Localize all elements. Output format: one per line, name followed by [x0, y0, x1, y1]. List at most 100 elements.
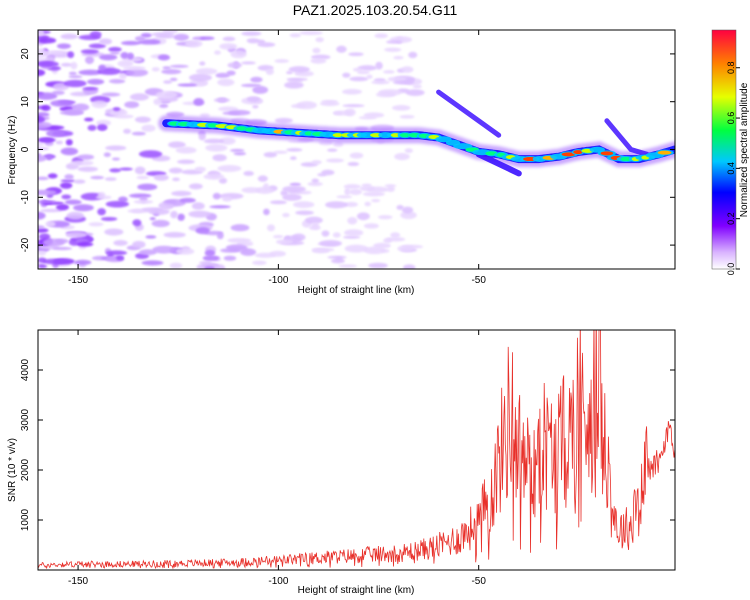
heatmap-noise-blob [55, 140, 63, 145]
heatmap-noise-blob [396, 204, 404, 210]
heatmap-noise-blob [73, 103, 90, 111]
heatmap-noise-blob [332, 232, 341, 238]
heatmap-noise-blob [60, 62, 73, 67]
heatmap-noise-blob [84, 117, 94, 122]
heatmap-noise-blob [38, 228, 49, 233]
heatmap-noise-blob [80, 49, 99, 54]
heatmap-noise-blob [76, 241, 94, 247]
heatmap-noise-blob [363, 223, 379, 229]
heatmap-noise-blob [233, 151, 247, 156]
heatmap-noise-blob [70, 160, 94, 166]
colorbar-tick-label: 0.2 [726, 212, 736, 225]
colorbar-label: Normalized spectral amplitude [739, 82, 750, 217]
heatmap-noise-blob [116, 255, 125, 261]
heatmap-noise-blob [378, 89, 402, 96]
heatmap-noise-blob [133, 199, 154, 204]
heatmap-noise-blob [342, 72, 351, 78]
heatmap-noise-blob [67, 51, 75, 59]
heatmap-noise-blob [241, 187, 261, 194]
heatmap-noise-blob [386, 185, 395, 192]
heatmap-noise-blob [266, 224, 275, 232]
heatmap-noise-blob [138, 150, 163, 158]
heatmap-noise-blob [202, 255, 220, 262]
heatmap-noise-blob [63, 79, 87, 88]
heatmap-noise-blob [312, 47, 321, 54]
heatmap-noise-blob [289, 156, 297, 161]
heatmap-noise-blob [269, 250, 286, 257]
heatmap-noise-blob [212, 154, 227, 162]
heatmap-noise-blob [250, 76, 263, 83]
heatmap-noise-blob [199, 61, 206, 66]
heatmap-x-axis-label: Height of straight line (km) [298, 285, 415, 296]
heatmap-y-tick-label: -20 [20, 237, 31, 252]
heatmap-noise-blob [129, 93, 149, 101]
snr-x-tick-label: -100 [268, 576, 288, 587]
heatmap-noise-blob [263, 183, 270, 191]
snr-panel: -150 -100 -50 1000 2000 3000 4000 Height of s… [7, 329, 676, 596]
heatmap-noise-blob [230, 50, 247, 59]
heatmap-ridge-branch [475, 151, 522, 177]
heatmap-noise-blob [198, 132, 206, 141]
colorbar-tick-label: 0.6 [726, 112, 736, 125]
heatmap-noise-blob [104, 228, 124, 236]
heatmap-noise-blob [152, 245, 176, 254]
heatmap-noise-blob [168, 167, 183, 174]
heatmap-noise-blob [349, 188, 362, 195]
heatmap-noise-blob [349, 76, 369, 82]
heatmap-noise-blob [40, 208, 63, 213]
heatmap-noise-blob [188, 210, 211, 218]
heatmap-noise-blob [377, 215, 393, 220]
heatmap-x-tick-label: -100 [268, 275, 288, 286]
heatmap-noise-blob [327, 148, 338, 152]
heatmap-noise-blob [176, 159, 195, 164]
heatmap-noise-blob [65, 139, 73, 146]
heatmap-noise-blob [104, 177, 117, 181]
heatmap-noise-blob [170, 210, 178, 219]
heatmap-noise-blob [105, 200, 130, 208]
heatmap-noise-blob [392, 80, 415, 85]
heatmap-noise-blob [282, 185, 306, 193]
heatmap-noise-blob [136, 175, 149, 180]
heatmap-noise-blob [168, 141, 186, 149]
heatmap-noise-blob [405, 89, 425, 96]
heatmap-noise-blob [46, 154, 53, 161]
heatmap-noise-blob [382, 70, 395, 74]
heatmap-ridge-spot-hot [561, 152, 576, 157]
heatmap-noise-blob [273, 150, 288, 154]
heatmap-noise-blob [347, 162, 360, 167]
heatmap-noise-blob [401, 66, 414, 73]
heatmap-noise-blob [336, 195, 353, 199]
heatmap-noise-blob [158, 201, 174, 210]
heatmap-noise-blob [89, 31, 102, 39]
heatmap-noise-blob [218, 106, 239, 112]
heatmap-noise-blob [77, 154, 95, 160]
heatmap-noise-blob [371, 80, 390, 85]
heatmap-noise-blob [121, 40, 141, 46]
heatmap-noise-blob [151, 219, 170, 228]
heatmap-noise-blob [357, 70, 370, 75]
heatmap-noise-blob [289, 33, 302, 38]
heatmap-noise-blob [38, 211, 46, 220]
heatmap-noise-blob [112, 157, 121, 161]
heatmap-noise-blob [131, 131, 146, 136]
heatmap-noise-layer [38, 30, 425, 269]
heatmap-noise-blob [61, 194, 72, 200]
heatmap-noise-blob [195, 68, 218, 75]
heatmap-noise-blob [38, 37, 57, 44]
colorbar-tick-label: 0.4 [726, 162, 736, 175]
heatmap-noise-blob [374, 33, 388, 39]
heatmap-noise-blob [112, 107, 121, 112]
heatmap-noise-blob [380, 249, 390, 253]
heatmap-noise-blob [218, 177, 228, 184]
heatmap-ridge-branch [604, 118, 650, 157]
heatmap-noise-blob [56, 204, 70, 211]
heatmap-noise-blob [203, 173, 225, 180]
heatmap-noise-blob [105, 145, 127, 151]
heatmap-noise-blob [305, 216, 323, 224]
heatmap-noise-blob [59, 182, 73, 189]
heatmap-noise-blob [41, 50, 65, 55]
heatmap-noise-blob [163, 232, 186, 238]
heatmap-noise-blob [230, 224, 250, 232]
heatmap-noise-blob [66, 211, 84, 220]
heatmap-noise-blob [274, 117, 293, 124]
